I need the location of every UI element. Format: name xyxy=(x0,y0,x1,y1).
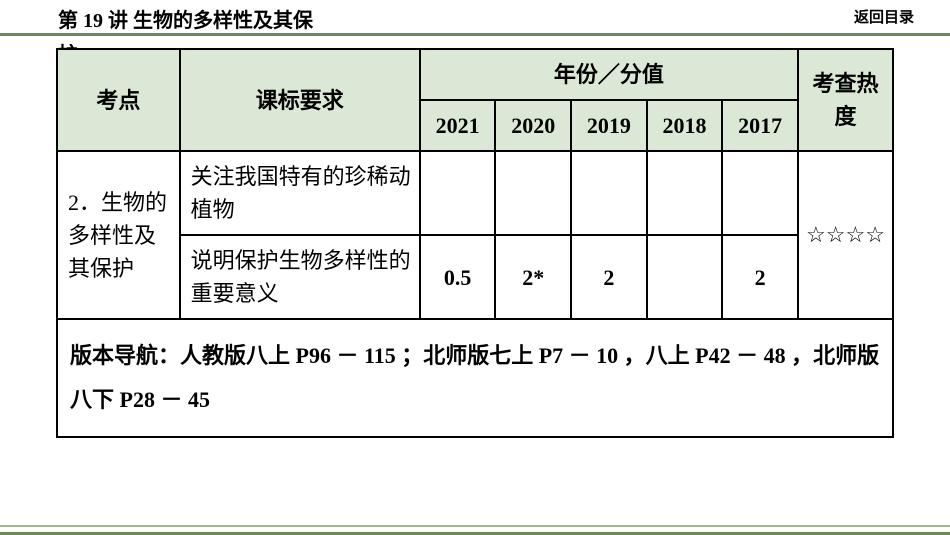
cell-score xyxy=(722,151,798,235)
col-topic: 考点 xyxy=(57,49,180,151)
cell-heat: ☆☆☆☆ xyxy=(798,151,893,319)
table-header-row-1: 考点 课标要求 年份／分值 考查热度 xyxy=(57,49,893,100)
col-year-0: 2021 xyxy=(420,100,496,151)
nav-text: 版本导航：人教版八上 P96 － 115 ；北师版七上 P7 － 10 ，八上 … xyxy=(57,319,893,437)
cell-score xyxy=(420,151,496,235)
cell-score: 0.5 xyxy=(420,235,496,319)
col-year-score: 年份／分值 xyxy=(420,49,798,100)
cell-score xyxy=(571,151,647,235)
cell-score xyxy=(495,151,571,235)
cell-score: 2* xyxy=(495,235,571,319)
return-toc-link[interactable]: 返回目录 xyxy=(854,6,914,27)
col-heat: 考查热度 xyxy=(798,49,893,151)
main-content: 考点 课标要求 年份／分值 考查热度 2021 2020 2019 2018 2… xyxy=(0,48,950,438)
col-year-2: 2019 xyxy=(571,100,647,151)
page-header: 第 19 讲 生物的多样性及其保 返回目录 xyxy=(0,0,950,36)
footer-decoration xyxy=(0,525,950,535)
cell-score xyxy=(647,235,723,319)
table-row: 说明保护生物多样性的重要意义 0.5 2* 2 2 xyxy=(57,235,893,319)
col-year-4: 2017 xyxy=(722,100,798,151)
cell-score: 2 xyxy=(571,235,647,319)
col-year-1: 2020 xyxy=(495,100,571,151)
cell-score: 2 xyxy=(722,235,798,319)
exam-matrix-table: 考点 课标要求 年份／分值 考查热度 2021 2020 2019 2018 2… xyxy=(56,48,894,438)
cell-requirement: 说明保护生物多样性的重要意义 xyxy=(180,235,420,319)
col-year-3: 2018 xyxy=(647,100,723,151)
lecture-title: 第 19 讲 生物的多样性及其保 xyxy=(0,4,313,33)
cell-requirement: 关注我国特有的珍稀动植物 xyxy=(180,151,420,235)
col-requirement: 课标要求 xyxy=(180,49,420,151)
cell-topic: 2．生物的多样性及其保护 xyxy=(57,151,180,319)
table-row: 2．生物的多样性及其保护 关注我国特有的珍稀动植物 ☆☆☆☆ xyxy=(57,151,893,235)
table-nav-row: 版本导航：人教版八上 P96 － 115 ；北师版七上 P7 － 10 ，八上 … xyxy=(57,319,893,437)
cell-score xyxy=(647,151,723,235)
